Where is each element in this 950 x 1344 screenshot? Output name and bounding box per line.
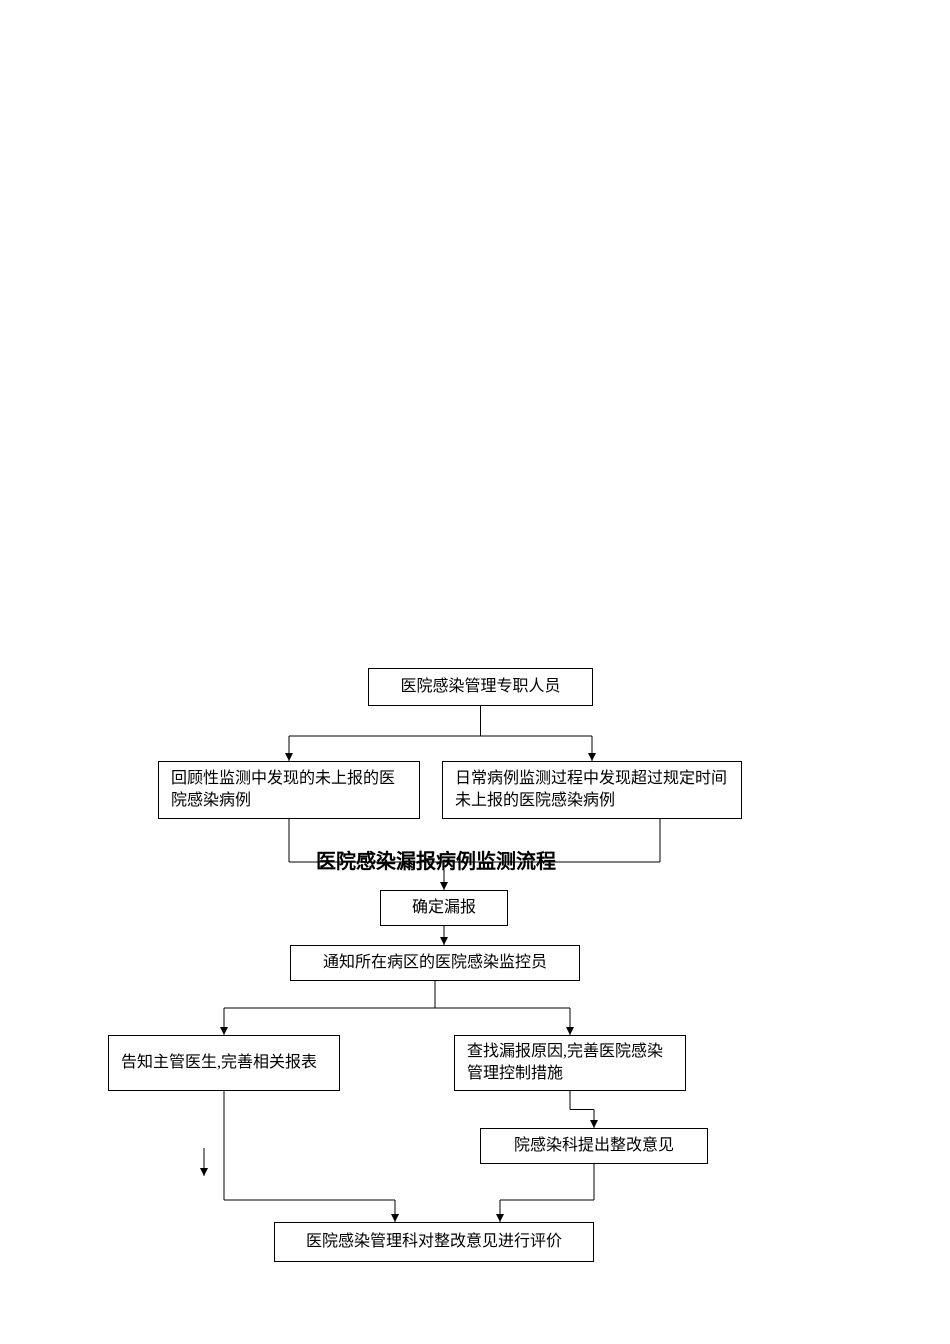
node-label: 回顾性监测中发现的未上报的医院感染病例 [171,768,407,813]
node-retrospective: 回顾性监测中发现的未上报的医院感染病例 [158,761,420,819]
flowchart-title: 医院感染漏报病例监测流程 [316,845,556,874]
node-evaluate: 医院感染管理科对整改意见进行评价 [274,1222,594,1262]
node-inform-doctor: 告知主管医生,完善相关报表 [108,1035,340,1091]
node-label: 医院感染管理科对整改意见进行评价 [306,1231,562,1253]
node-label: 确定漏报 [412,897,476,919]
node-find-reason: 查找漏报原因,完善医院感染管理控制措施 [454,1035,686,1091]
node-label: 院感染科提出整改意见 [514,1135,674,1157]
node-label: 告知主管医生,完善相关报表 [121,1052,317,1074]
node-confirm-missed: 确定漏报 [380,890,508,926]
node-label: 通知所在病区的医院感染监控员 [323,952,547,974]
node-notify-monitor: 通知所在病区的医院感染监控员 [290,945,580,981]
node-suggestions: 院感染科提出整改意见 [480,1128,708,1164]
node-label: 医院感染管理专职人员 [400,676,560,698]
node-label: 日常病例监测过程中发现超过规定时间未上报的医院感染病例 [455,768,729,813]
node-daily-monitoring: 日常病例监测过程中发现超过规定时间未上报的医院感染病例 [442,761,742,819]
node-label: 查找漏报原因,完善医院感染管理控制措施 [467,1041,673,1086]
node-staff: 医院感染管理专职人员 [368,668,593,706]
